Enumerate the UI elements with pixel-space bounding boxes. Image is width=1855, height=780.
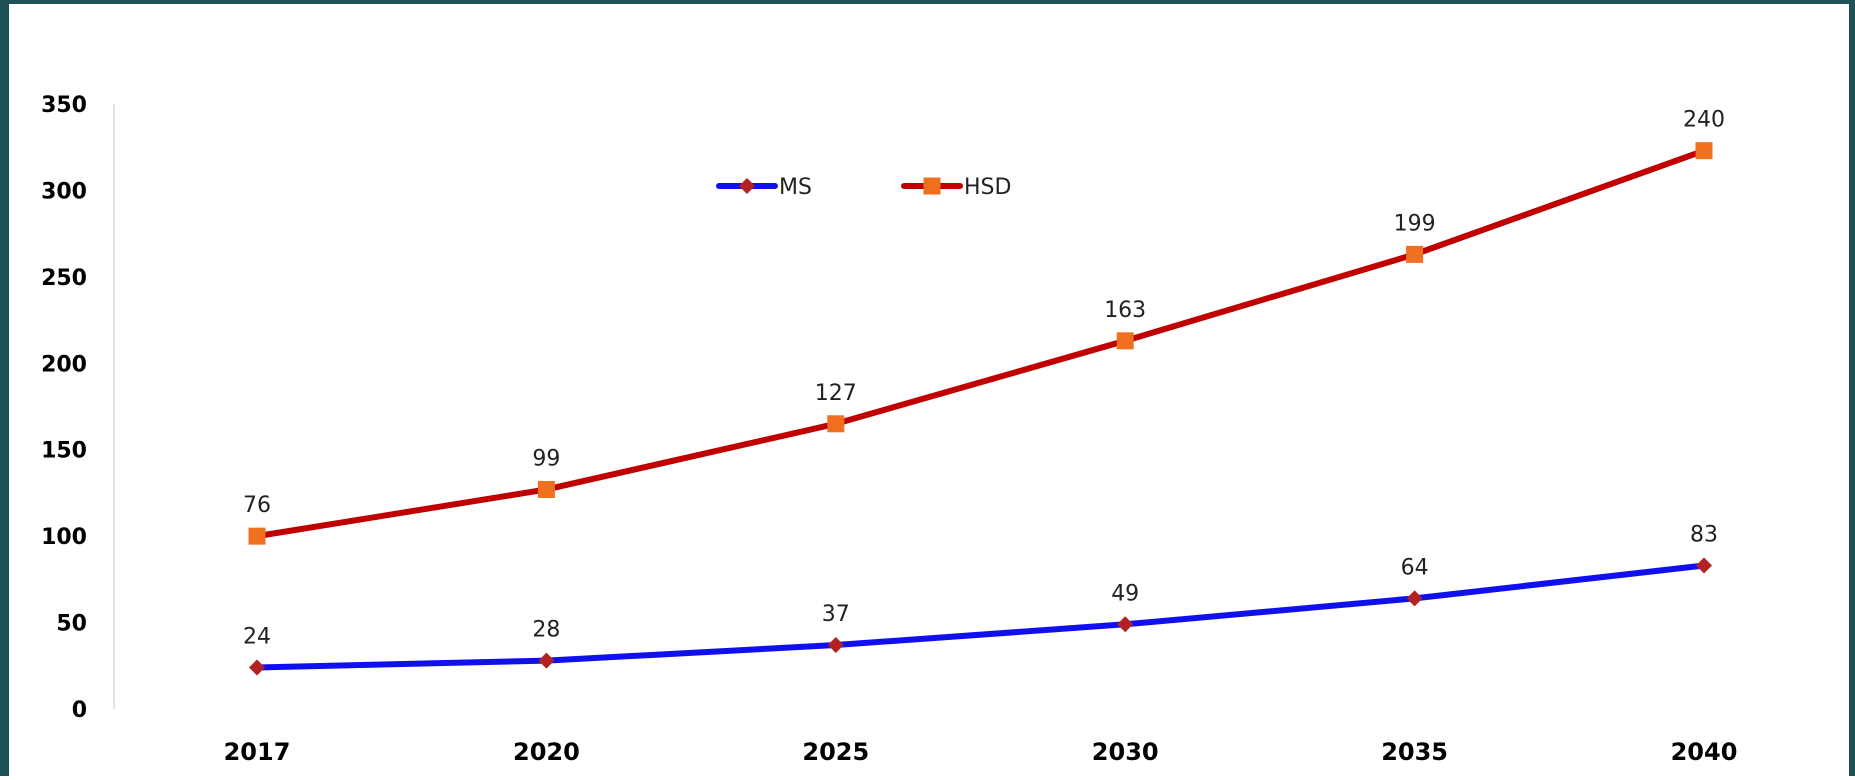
data-labels: 24 28 37 49 64 83 76 99 127 163 199 240 [243,108,1725,650]
y-tick-label: 0 [72,698,87,723]
marker-hsd [1695,142,1713,160]
y-axis-tick-labels: 0 50 100 150 200 250 300 350 [41,93,87,723]
data-label-hsd: 240 [1683,108,1725,133]
data-label-hsd: 76 [243,493,271,518]
data-label-hsd: 163 [1104,298,1146,323]
data-label-ms: 49 [1111,581,1139,606]
data-label-hsd: 127 [815,381,857,406]
y-tick-label: 200 [41,352,87,377]
y-tick-label: 350 [41,93,87,118]
marker-hsd [827,415,845,433]
x-axis-tick-labels: 2017 2020 2025 2030 2035 2040 [224,738,1738,766]
series-line-hsd [254,147,1707,540]
marker-ms [827,637,844,654]
data-label-ms: 37 [822,602,850,627]
marker-ms [249,659,265,676]
x-tick-label: 2030 [1092,738,1159,766]
x-tick-label: 2025 [802,738,869,766]
marker-hsd [248,527,266,545]
legend-marker-hsd [923,177,941,195]
series-lines [254,147,1707,671]
marker-ms [1696,557,1712,574]
marker-hsd [1406,245,1424,263]
y-tick-label: 300 [41,179,87,204]
marker-hsd [537,480,555,498]
y-tick-label: 50 [56,612,87,637]
marker-hsd [1116,332,1134,350]
data-label-ms: 24 [243,625,271,650]
legend: MS HSD [716,175,1011,200]
data-label-hsd: 99 [532,446,560,471]
marker-ms [538,652,555,669]
legend-label-ms: MS [779,175,812,200]
y-tick-label: 250 [41,266,87,291]
x-tick-label: 2020 [513,738,580,766]
series-markers [248,142,1713,676]
series-line-ms [254,562,1707,671]
legend-label-hsd: HSD [964,175,1011,200]
data-label-hsd: 199 [1394,211,1436,236]
marker-ms [1406,590,1423,607]
marker-ms [1117,616,1134,633]
data-label-ms: 28 [532,618,560,643]
y-tick-label: 100 [41,525,87,550]
x-tick-label: 2017 [224,738,291,766]
data-label-ms: 64 [1401,555,1429,580]
data-label-ms: 83 [1690,523,1718,548]
x-tick-label: 2040 [1671,738,1738,766]
legend-marker-ms [739,178,755,194]
y-tick-label: 150 [41,439,87,464]
x-tick-label: 2035 [1381,738,1448,766]
